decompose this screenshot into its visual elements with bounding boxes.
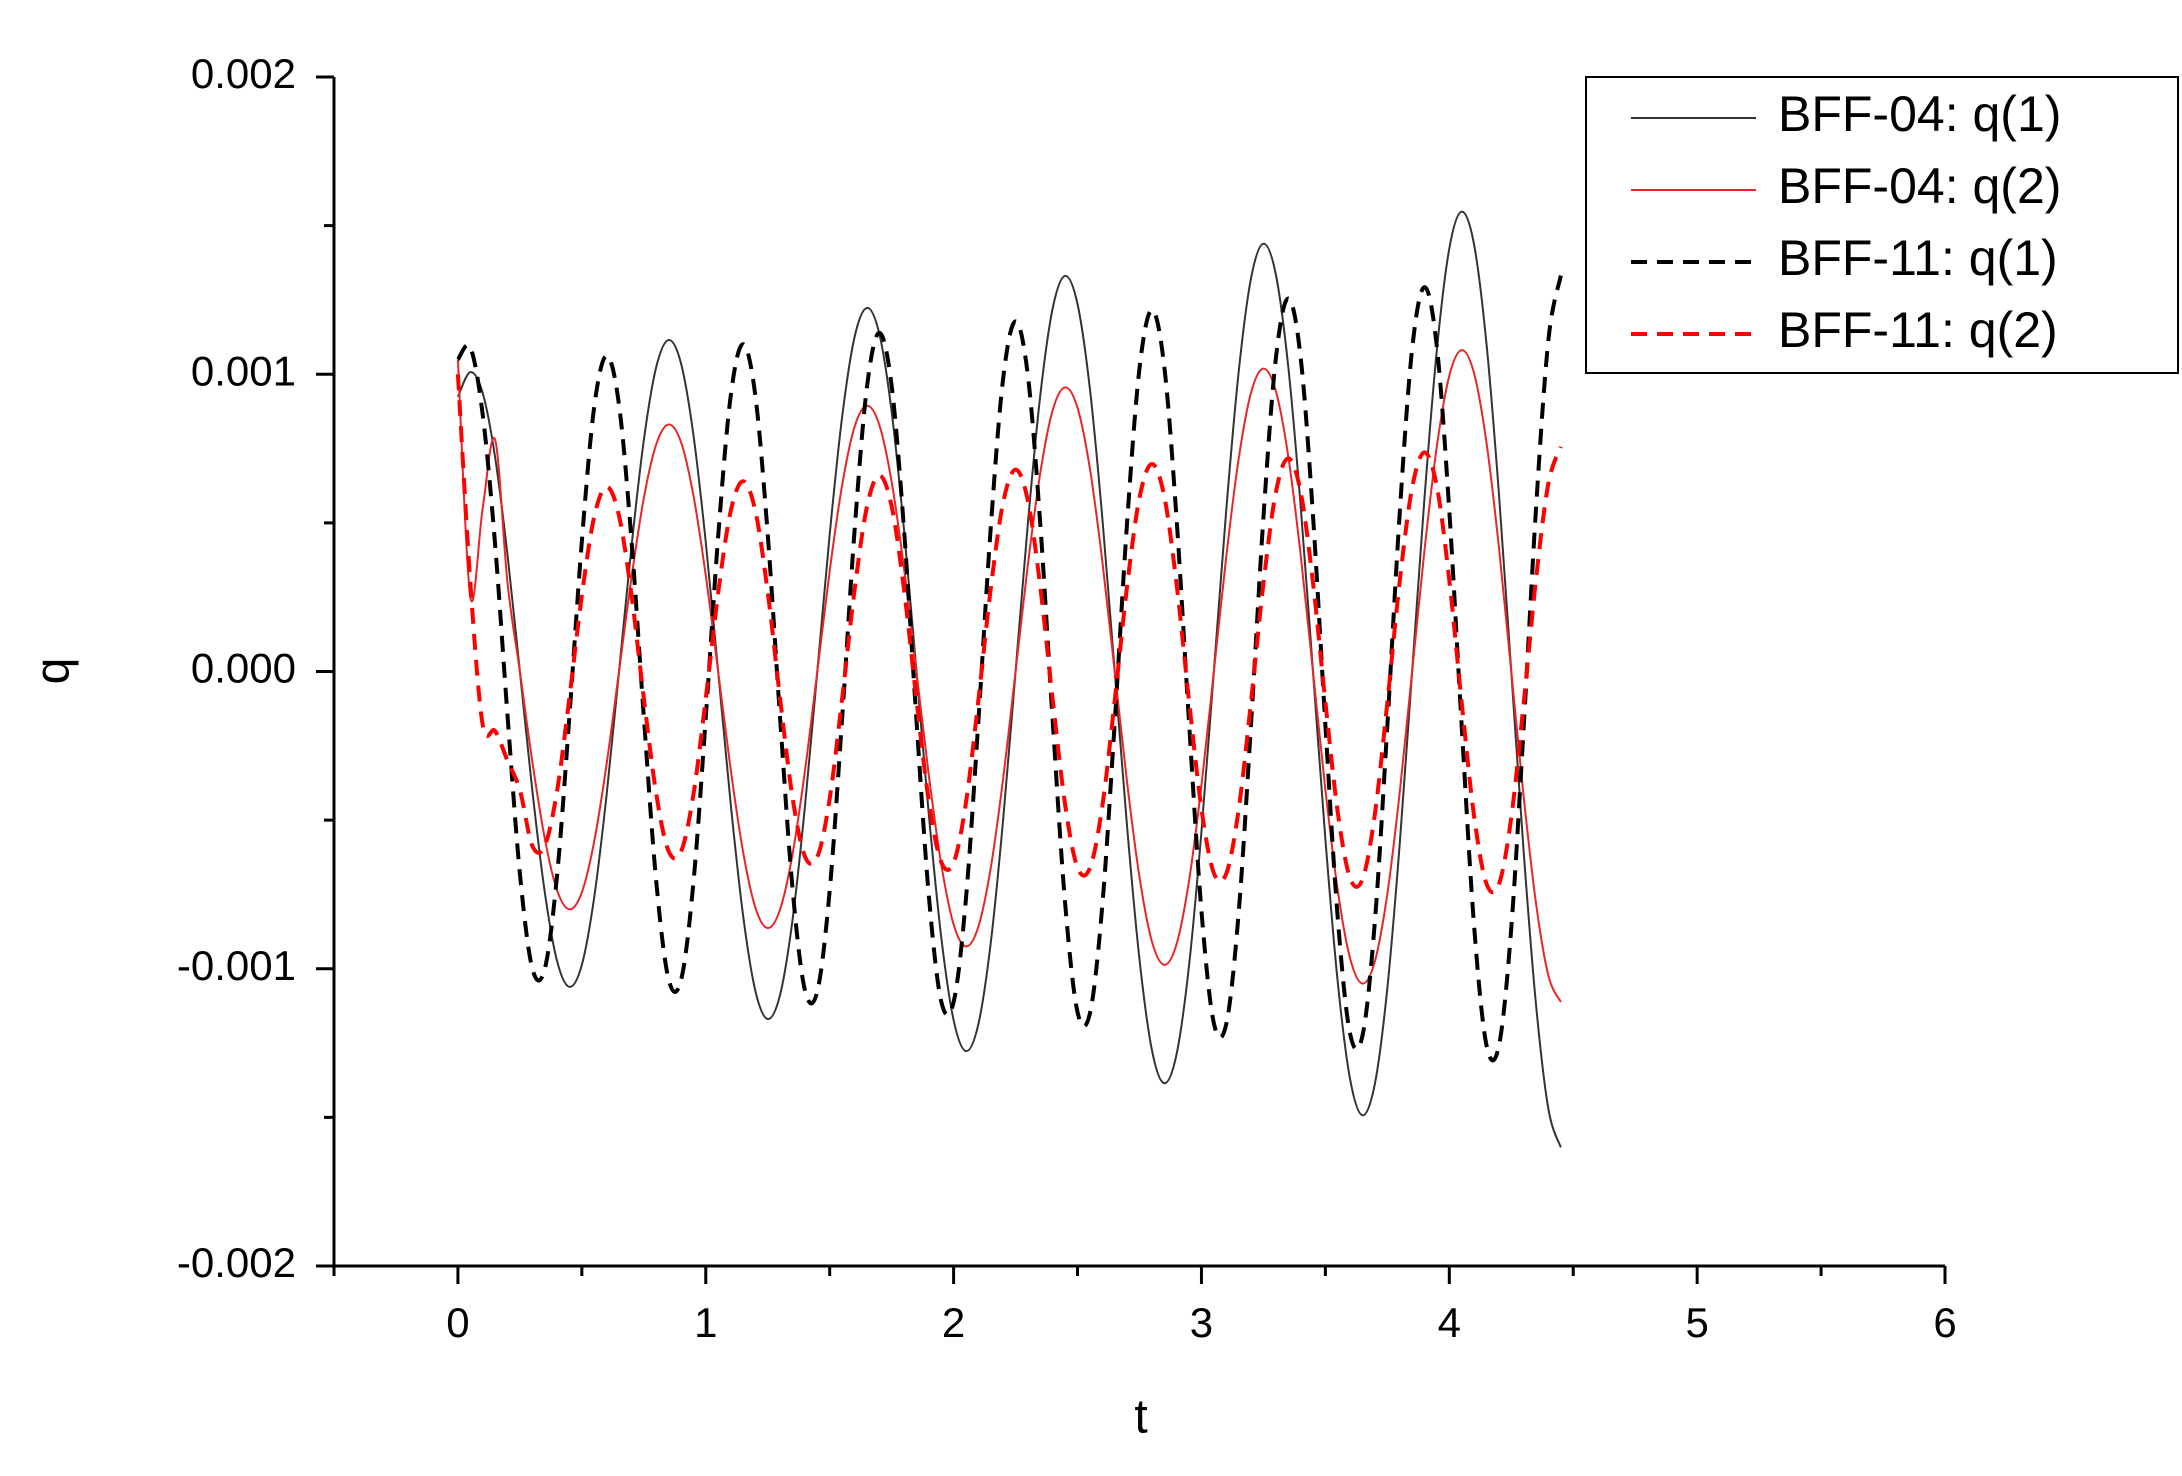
series-line (456, 349, 1562, 1003)
x-tick-label: 3 (1190, 1299, 1213, 1346)
y-tick-label: -0.001 (177, 942, 296, 989)
y-tick-label: 0.002 (191, 50, 296, 97)
legend-label: BFF-04: q(1) (1778, 86, 2061, 142)
x-tick-label: 1 (694, 1299, 717, 1346)
x-tick-label: 2 (942, 1299, 965, 1346)
legend: BFF-04: q(1) BFF-04: q(2) BFF-11: q(1) BFF-… (1585, 76, 2179, 374)
y-tick-label: -0.002 (177, 1239, 296, 1286)
y-axis-title: q (27, 658, 80, 685)
x-tick-label: 4 (1438, 1299, 1461, 1346)
legend-label: BFF-11: q(1) (1778, 230, 2058, 286)
x-tick-label: 6 (1933, 1299, 1956, 1346)
y-tick-label: 0.001 (191, 347, 296, 394)
legend-label: BFF-04: q(2) (1778, 158, 2061, 214)
series-line (456, 275, 1563, 1063)
x-axis-title: t (1134, 1391, 1147, 1444)
x-tick-label: 0 (446, 1299, 469, 1346)
legend-label: BFF-11: q(2) (1778, 302, 2058, 358)
legend-box (1585, 76, 2179, 374)
x-tick-label: 5 (1685, 1299, 1708, 1346)
y-tick-label: 0.000 (191, 645, 296, 692)
series-line (455, 374, 1563, 895)
series-line (457, 210, 1562, 1148)
